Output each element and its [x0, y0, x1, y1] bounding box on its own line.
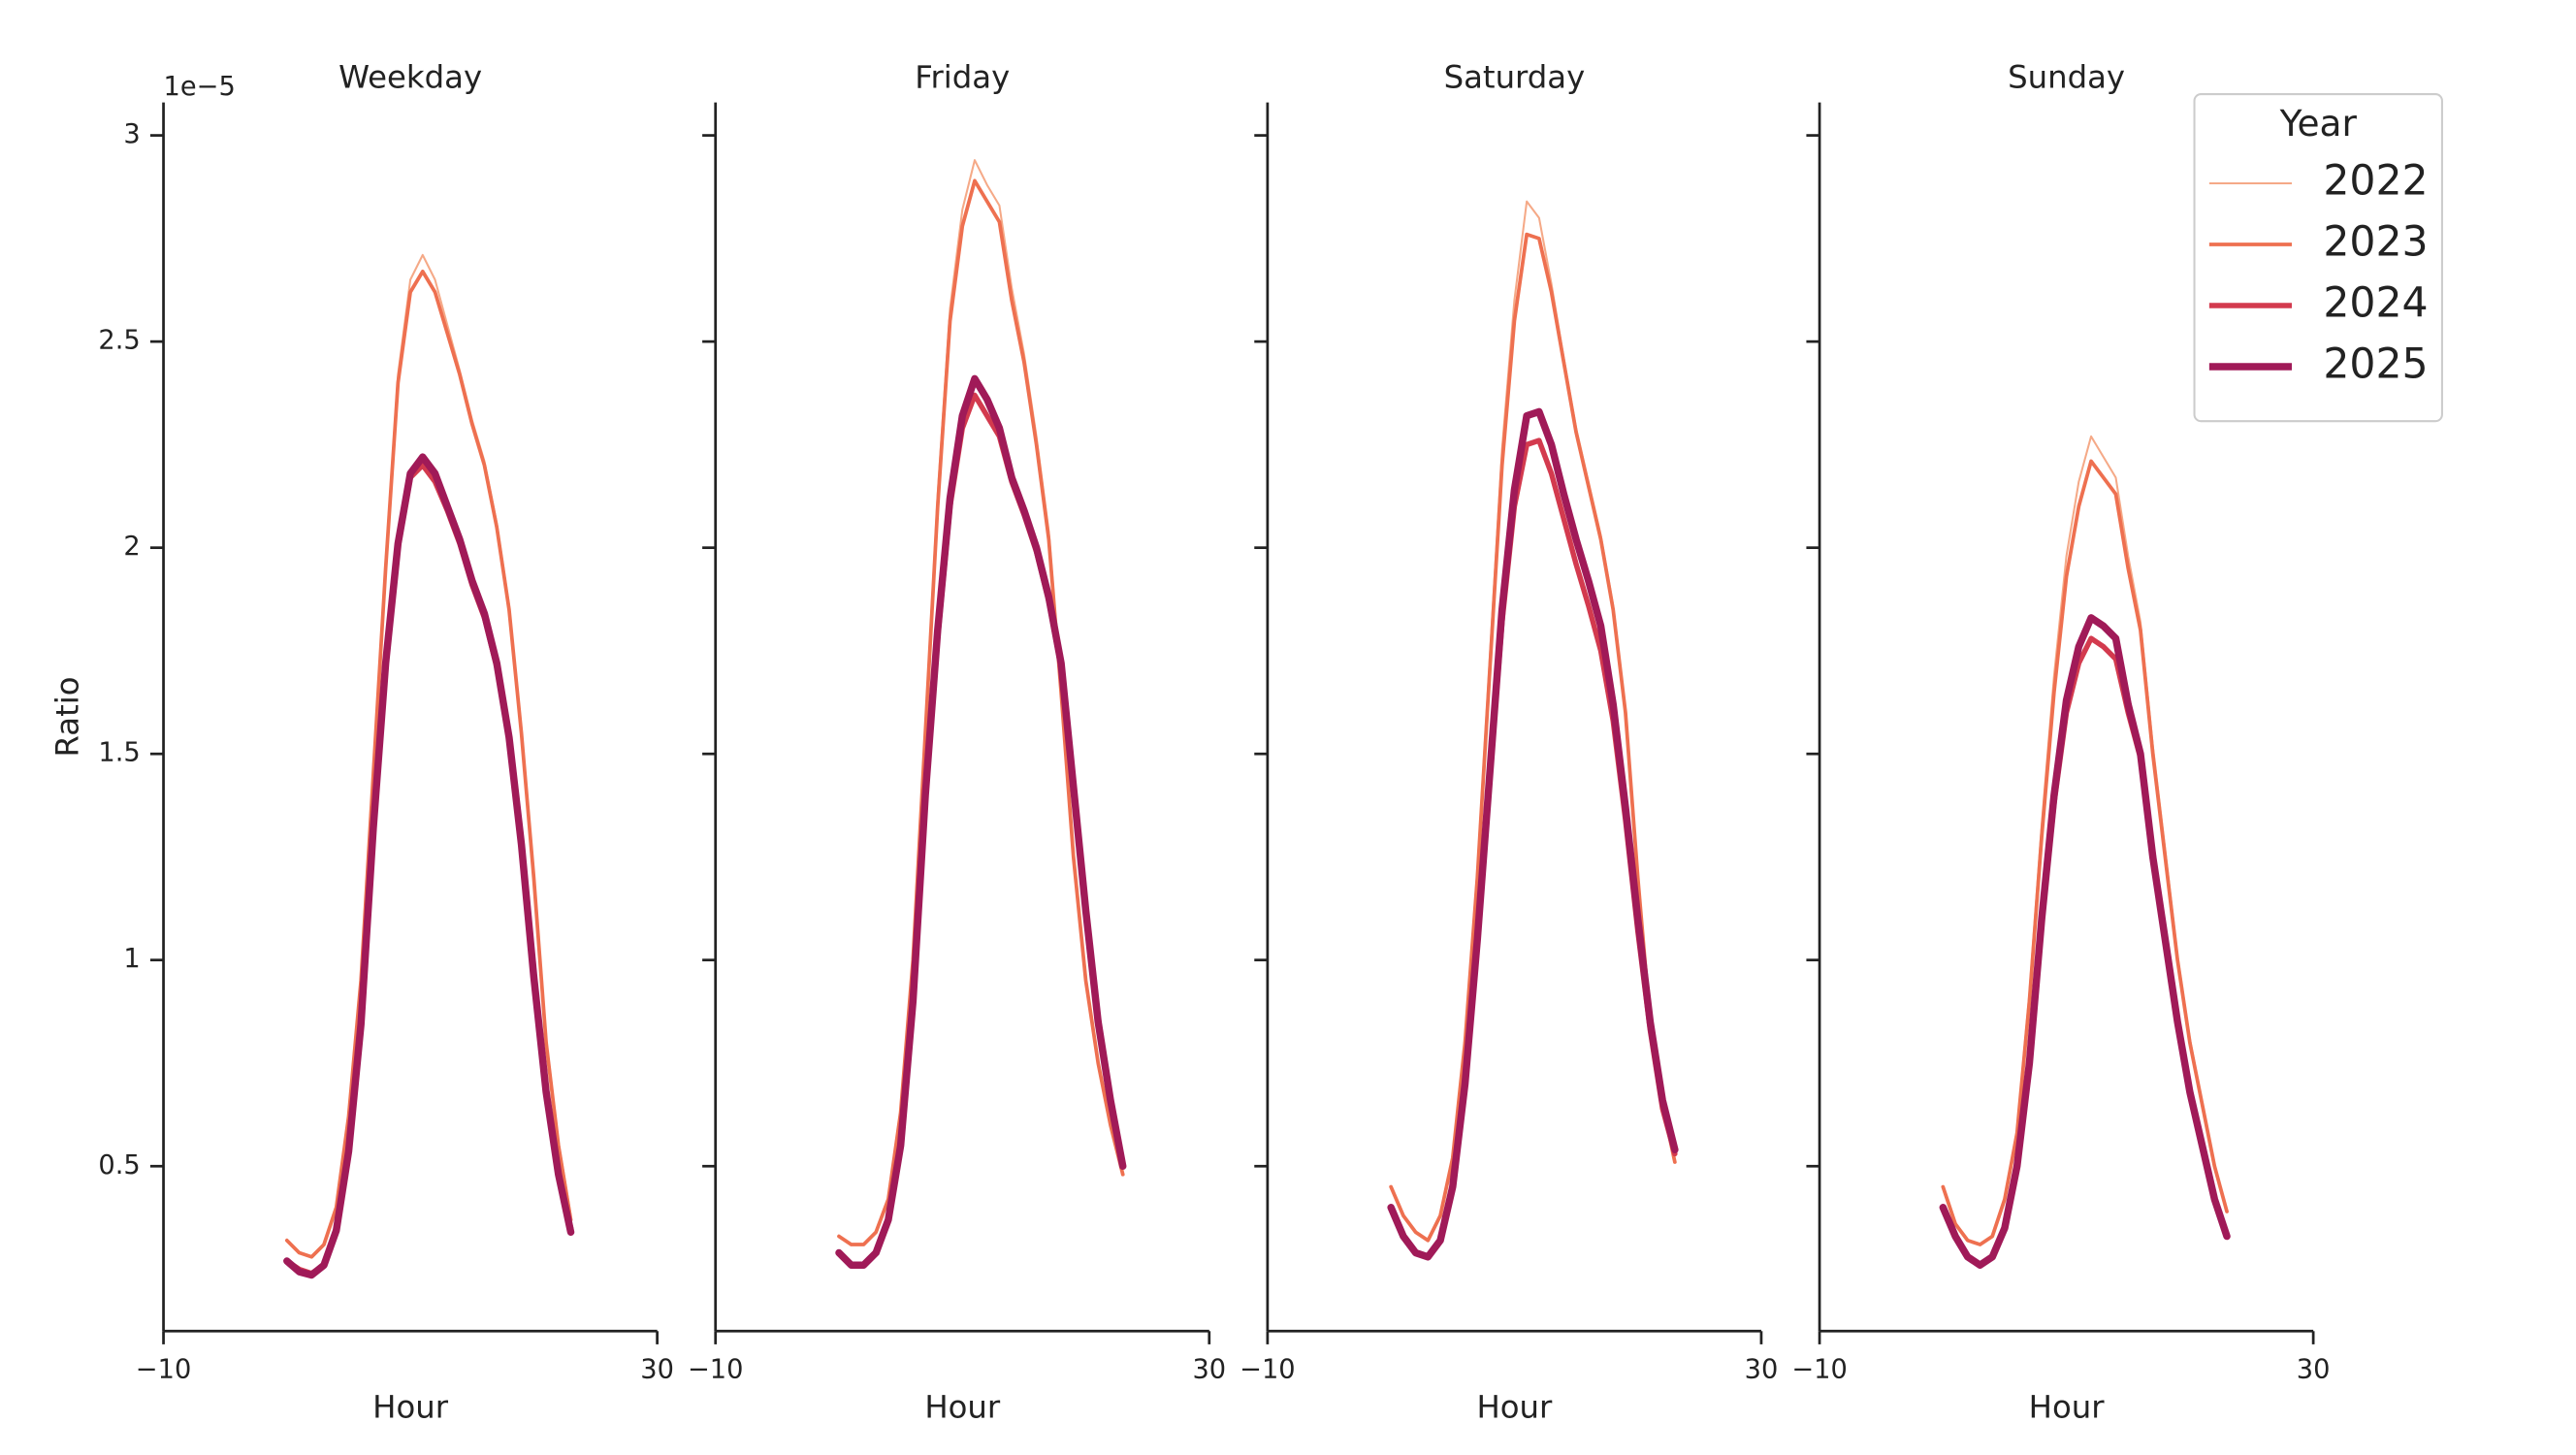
legend-label: 2023 [2323, 218, 2428, 267]
legend-box [2193, 93, 2443, 423]
panel-title: Saturday [1444, 59, 1586, 96]
y-tick-label: 2 [123, 532, 140, 562]
series-line [835, 374, 1127, 1270]
x-tick-label: −10 [1240, 1355, 1295, 1385]
x-axis-label: Hour [372, 1388, 449, 1425]
y-tick-label: 2.5 [98, 326, 140, 356]
series-line [1942, 435, 2229, 1246]
x-axis-label: Hour [1476, 1388, 1553, 1425]
y-axis-label: Ratio [49, 676, 86, 757]
x-axis-label: Hour [924, 1388, 1001, 1425]
y-tick-label: 0.5 [98, 1150, 140, 1180]
y-tick-label: 3 [123, 119, 140, 149]
panel-title: Sunday [2008, 59, 2125, 96]
x-tick-label: 30 [640, 1355, 674, 1385]
legend-title: Year [2279, 102, 2358, 145]
series-line [284, 269, 573, 1259]
x-tick-label: 30 [1745, 1355, 1779, 1385]
series-line [1387, 407, 1679, 1261]
legend-label: 2025 [2323, 340, 2428, 388]
x-axis-label: Hour [2029, 1388, 2106, 1425]
panel-title: Weekday [338, 59, 482, 96]
series-line [1390, 200, 1676, 1242]
series-line [1389, 232, 1677, 1243]
legend-label: 2024 [2323, 278, 2428, 327]
series-line [837, 178, 1125, 1246]
series-line [285, 253, 572, 1258]
series-line [1939, 614, 2231, 1270]
series-line [1941, 459, 2229, 1246]
x-tick-label: 30 [1192, 1355, 1226, 1385]
legend-label: 2022 [2323, 157, 2428, 206]
x-tick-label: −10 [136, 1355, 191, 1385]
y-tick-label: 1.5 [98, 738, 140, 768]
series-line [283, 453, 575, 1279]
x-tick-label: −10 [688, 1355, 743, 1385]
y-tick-label: 1 [123, 944, 140, 974]
x-tick-label: −10 [1791, 1355, 1847, 1385]
x-tick-label: 30 [2297, 1355, 2331, 1385]
panel-title: Friday [915, 59, 1010, 96]
offset-label: 1e−5 [164, 72, 236, 102]
series-line [284, 462, 574, 1277]
series-line [837, 159, 1124, 1246]
series-line [1940, 635, 2230, 1268]
